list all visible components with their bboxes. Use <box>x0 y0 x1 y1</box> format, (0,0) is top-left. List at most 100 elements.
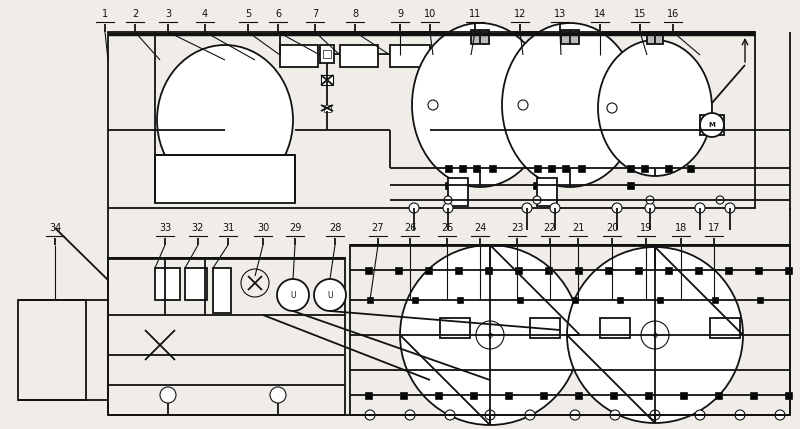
Bar <box>537 178 557 206</box>
Bar <box>505 392 511 399</box>
Bar <box>365 392 371 399</box>
Circle shape <box>485 410 495 420</box>
Text: 22: 22 <box>544 223 556 233</box>
Circle shape <box>775 410 785 420</box>
Circle shape <box>735 410 745 420</box>
Bar <box>545 266 551 274</box>
Circle shape <box>518 100 528 110</box>
Text: o: o <box>653 330 658 339</box>
Bar <box>617 297 623 303</box>
Bar <box>470 392 477 399</box>
Bar <box>434 392 442 399</box>
Bar <box>473 164 479 172</box>
Bar <box>645 392 651 399</box>
Circle shape <box>277 279 309 311</box>
Bar <box>394 266 402 274</box>
Bar <box>694 266 702 274</box>
Ellipse shape <box>502 23 638 187</box>
Bar <box>578 164 585 172</box>
Bar <box>679 392 686 399</box>
Text: 33: 33 <box>159 223 171 233</box>
Text: 6: 6 <box>275 9 281 19</box>
Circle shape <box>612 100 622 110</box>
Bar <box>665 266 671 274</box>
Bar <box>323 105 330 112</box>
Text: 23: 23 <box>511 223 523 233</box>
Bar <box>440 318 470 338</box>
Circle shape <box>645 203 655 213</box>
Bar <box>530 318 560 338</box>
Bar <box>18 300 86 400</box>
Text: 17: 17 <box>708 223 720 233</box>
Bar <box>445 164 451 172</box>
Text: 11: 11 <box>469 9 481 19</box>
Ellipse shape <box>412 23 548 187</box>
Text: 13: 13 <box>554 9 566 19</box>
Circle shape <box>641 321 669 349</box>
Bar <box>647 32 663 44</box>
Bar <box>185 268 207 300</box>
Text: 4: 4 <box>202 9 208 19</box>
Circle shape <box>610 410 620 420</box>
Bar <box>155 268 180 300</box>
Circle shape <box>522 100 532 110</box>
Bar <box>754 266 762 274</box>
Bar <box>108 258 345 415</box>
Circle shape <box>607 103 617 113</box>
Bar <box>399 392 406 399</box>
Text: 9: 9 <box>397 9 403 19</box>
Bar <box>489 164 495 172</box>
Bar <box>574 266 582 274</box>
Circle shape <box>444 196 452 204</box>
Circle shape <box>314 279 346 311</box>
Circle shape <box>695 410 705 420</box>
Text: 2: 2 <box>132 9 138 19</box>
Text: 21: 21 <box>572 223 584 233</box>
Text: 1: 1 <box>102 9 108 19</box>
Bar <box>725 266 731 274</box>
Bar <box>425 266 431 274</box>
Text: 26: 26 <box>404 223 416 233</box>
Bar <box>533 181 539 188</box>
Circle shape <box>270 387 286 403</box>
Bar <box>757 297 763 303</box>
Circle shape <box>428 100 438 110</box>
Bar <box>514 266 522 274</box>
Bar <box>710 318 740 338</box>
Text: 24: 24 <box>474 223 486 233</box>
Bar <box>155 155 295 203</box>
Bar <box>517 297 523 303</box>
Bar <box>323 50 331 58</box>
Text: 27: 27 <box>372 223 384 233</box>
Bar <box>457 297 463 303</box>
Bar <box>561 30 579 44</box>
Bar <box>714 392 722 399</box>
Circle shape <box>650 410 660 420</box>
Bar <box>712 297 718 303</box>
Circle shape <box>445 410 455 420</box>
Circle shape <box>409 203 419 213</box>
Bar <box>750 392 757 399</box>
Text: 5: 5 <box>245 9 251 19</box>
Text: 15: 15 <box>634 9 646 19</box>
Bar <box>471 30 489 44</box>
Circle shape <box>550 203 560 213</box>
Text: 34: 34 <box>49 223 61 233</box>
Bar <box>605 266 611 274</box>
Circle shape <box>612 203 622 213</box>
Circle shape <box>522 203 532 213</box>
Ellipse shape <box>157 45 293 195</box>
Text: 8: 8 <box>352 9 358 19</box>
Circle shape <box>567 247 743 423</box>
Bar <box>626 164 634 172</box>
Bar <box>641 164 647 172</box>
Bar <box>454 266 462 274</box>
Text: 7: 7 <box>312 9 318 19</box>
Bar <box>340 45 378 67</box>
Text: 30: 30 <box>257 223 269 233</box>
Text: 32: 32 <box>192 223 204 233</box>
Bar <box>485 266 491 274</box>
Bar <box>562 164 569 172</box>
Text: M: M <box>709 122 715 128</box>
Bar <box>785 392 791 399</box>
